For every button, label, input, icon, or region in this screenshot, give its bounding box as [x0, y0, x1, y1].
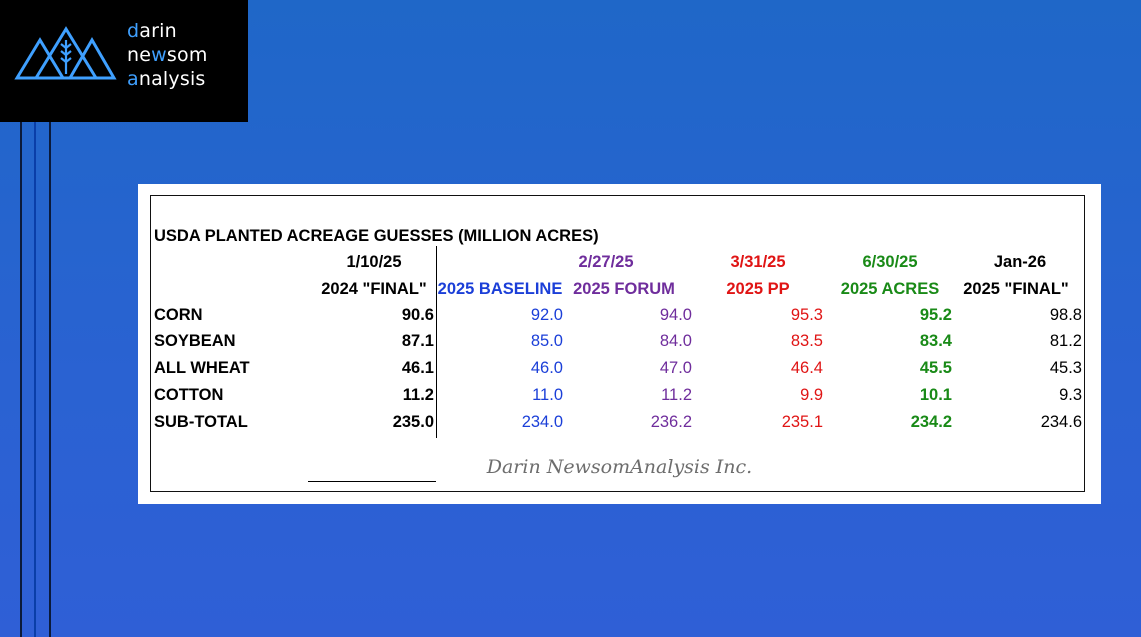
logo-line3-rest: nalysis	[138, 68, 206, 90]
column-divider	[436, 246, 437, 438]
table-cell: 81.2	[1049, 332, 1082, 350]
table-cell: 234.2	[910, 413, 952, 431]
logo: darin newsom analysis	[0, 0, 248, 122]
logo-line1-initial: d	[127, 20, 140, 42]
column-date: 1/10/25	[346, 253, 402, 271]
table-cell: 235.1	[781, 413, 823, 431]
source-credit: Darin NewsomAnalysis Inc.	[486, 456, 753, 478]
column-date: 3/31/25	[730, 253, 786, 271]
table-cell: 90.6	[401, 306, 434, 324]
column-header: 2025 BASELINE	[437, 280, 563, 298]
table-cell: 92.0	[530, 306, 563, 324]
table-cell: 95.3	[790, 306, 823, 324]
column-header: 2025 PP	[726, 280, 790, 298]
column-date: 2/27/25	[578, 253, 634, 271]
logo-line3-initial: a	[127, 68, 139, 90]
table-cell: 94.0	[659, 306, 692, 324]
table-cell: 236.2	[650, 413, 692, 431]
decorative-line	[49, 122, 51, 637]
table-cell: 45.5	[919, 359, 952, 377]
table-cell: 11.2	[402, 386, 434, 404]
header-underline	[308, 481, 436, 482]
decorative-line	[34, 122, 36, 637]
logo-line2-c: som	[166, 44, 208, 66]
table-cell: 9.3	[1059, 386, 1082, 404]
column-date: 6/30/25	[862, 253, 918, 271]
acreage-table-card: USDA PLANTED ACREAGE GUESSES (MILLION AC…	[138, 184, 1101, 504]
row-label: SOYBEAN	[154, 332, 236, 350]
row-label: ALL WHEAT	[154, 359, 250, 377]
table-cell: 46.1	[401, 359, 434, 377]
logo-line2-a: ne	[127, 44, 152, 66]
table-cell: 11.2	[661, 386, 692, 404]
mountain-logo-icon	[14, 26, 117, 80]
column-header: 2025 ACRES	[840, 280, 940, 298]
table-cell: 95.2	[919, 306, 952, 324]
table-cell: 47.0	[659, 359, 692, 377]
decorative-line	[20, 122, 22, 637]
logo-line1-rest: arin	[139, 20, 177, 42]
table-frame	[150, 195, 1085, 492]
row-label: COTTON	[154, 386, 224, 404]
table-cell: 234.0	[521, 413, 563, 431]
table-cell: 10.1	[919, 386, 952, 404]
table-cell: 45.3	[1049, 359, 1082, 377]
logo-wordmark: darin newsom analysis	[127, 19, 208, 91]
column-header: 2025 "FINAL"	[963, 280, 1069, 298]
table-cell: 84.0	[659, 332, 692, 350]
table-cell: 83.4	[919, 332, 952, 350]
logo-line2-b: w	[151, 44, 167, 66]
table-cell: 46.4	[790, 359, 823, 377]
table-cell: 11.0	[532, 386, 563, 404]
table-cell: 83.5	[790, 332, 823, 350]
column-header: 2024 "FINAL"	[321, 280, 427, 298]
table-cell: 234.6	[1040, 413, 1082, 431]
table-cell: 98.8	[1049, 306, 1082, 324]
table-cell: 9.9	[800, 386, 823, 404]
column-date: Jan-26	[993, 253, 1047, 271]
row-label: CORN	[154, 306, 203, 324]
row-label: SUB-TOTAL	[154, 413, 248, 431]
column-header: 2025 FORUM	[573, 280, 675, 298]
table-cell: 46.0	[530, 359, 563, 377]
table-cell: 87.1	[401, 332, 434, 350]
table-title: USDA PLANTED ACREAGE GUESSES (MILLION AC…	[154, 227, 599, 245]
table-cell: 85.0	[530, 332, 563, 350]
table-cell: 235.0	[392, 413, 434, 431]
